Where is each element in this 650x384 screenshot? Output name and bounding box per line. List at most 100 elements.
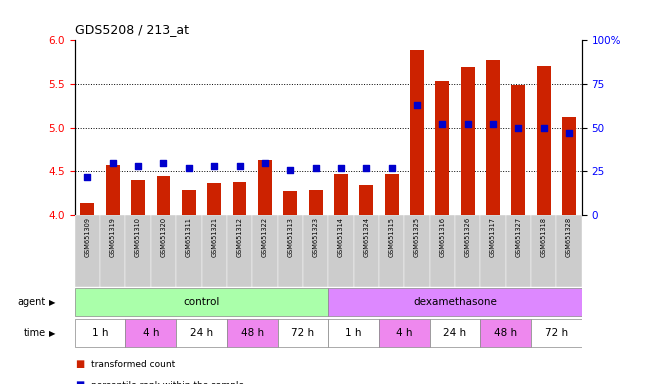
Point [183, 165, 194, 171]
Point [108, 160, 118, 166]
Text: GSM651312: GSM651312 [237, 217, 242, 257]
Point [386, 165, 396, 171]
Bar [385, 174, 398, 215]
Point [538, 124, 549, 131]
Text: GSM651311: GSM651311 [186, 217, 192, 257]
Text: GSM651327: GSM651327 [515, 217, 521, 257]
Text: agent: agent [18, 297, 46, 307]
Text: GSM651315: GSM651315 [389, 217, 395, 257]
Bar [176, 319, 227, 347]
Text: GSM651320: GSM651320 [161, 217, 166, 257]
Bar [556, 215, 582, 287]
Bar [379, 215, 404, 287]
Point [361, 165, 372, 171]
Text: 48 h: 48 h [240, 328, 264, 338]
Bar [75, 288, 328, 316]
Bar [227, 319, 278, 347]
Text: percentile rank within the sample: percentile rank within the sample [91, 381, 244, 384]
Text: GSM651318: GSM651318 [541, 217, 547, 257]
Text: 1 h: 1 h [92, 328, 109, 338]
Text: 24 h: 24 h [190, 328, 213, 338]
Text: control: control [183, 297, 220, 307]
Bar [125, 319, 176, 347]
Point [564, 130, 575, 136]
Point [133, 163, 143, 169]
Point [259, 160, 270, 166]
Point [82, 174, 93, 180]
Text: dexamethasone: dexamethasone [413, 297, 497, 307]
Bar [480, 319, 531, 347]
Text: GSM651310: GSM651310 [135, 217, 141, 257]
Text: GSM651328: GSM651328 [566, 217, 572, 257]
Text: ■: ■ [75, 380, 84, 384]
Text: GSM651313: GSM651313 [287, 217, 293, 257]
Text: GSM651323: GSM651323 [313, 217, 318, 257]
Text: GSM651319: GSM651319 [110, 217, 116, 257]
Point [488, 121, 499, 127]
Bar [278, 319, 328, 347]
Point [209, 163, 220, 169]
Text: 24 h: 24 h [443, 328, 467, 338]
Text: GSM651317: GSM651317 [490, 217, 496, 257]
Text: 4 h: 4 h [142, 328, 159, 338]
Bar [328, 288, 582, 316]
Bar [354, 215, 379, 287]
Text: GSM651326: GSM651326 [465, 217, 471, 257]
Point [285, 167, 295, 173]
Point [437, 121, 448, 127]
Bar [125, 215, 151, 287]
Bar [537, 66, 551, 215]
Point [463, 121, 473, 127]
Point [514, 124, 524, 131]
Bar [182, 190, 196, 215]
Bar [436, 81, 449, 215]
Text: 4 h: 4 h [396, 328, 413, 338]
Text: GSM651309: GSM651309 [84, 217, 90, 257]
Text: time: time [23, 328, 46, 338]
Text: ▶: ▶ [49, 329, 55, 338]
Bar [227, 215, 252, 287]
Text: GSM651324: GSM651324 [363, 217, 369, 257]
Bar [531, 215, 556, 287]
Bar [151, 215, 176, 287]
Point [311, 165, 321, 171]
Text: ■: ■ [75, 359, 84, 369]
Bar [328, 215, 354, 287]
Point [159, 160, 169, 166]
Text: ▶: ▶ [49, 298, 55, 307]
Bar [379, 319, 430, 347]
Bar [359, 185, 373, 215]
Bar [404, 215, 430, 287]
Bar [562, 117, 576, 215]
Bar [81, 203, 94, 215]
Bar [303, 215, 328, 287]
Bar [75, 319, 125, 347]
Bar [252, 215, 278, 287]
Bar [455, 215, 480, 287]
Point [235, 163, 245, 169]
Bar [334, 174, 348, 215]
Bar [486, 60, 500, 215]
Bar [410, 50, 424, 215]
Text: 72 h: 72 h [291, 328, 315, 338]
Bar [202, 215, 227, 287]
Text: 1 h: 1 h [345, 328, 362, 338]
Point [335, 165, 346, 171]
Bar [100, 215, 125, 287]
Bar [278, 215, 303, 287]
Text: GSM651321: GSM651321 [211, 217, 217, 257]
Bar [176, 215, 202, 287]
Bar [531, 319, 582, 347]
Bar [233, 182, 246, 215]
Bar [480, 215, 506, 287]
Bar [283, 192, 297, 215]
Bar [512, 85, 525, 215]
Text: GSM651325: GSM651325 [414, 217, 420, 257]
Text: GSM651314: GSM651314 [338, 217, 344, 257]
Bar [461, 68, 474, 215]
Bar [258, 160, 272, 215]
Text: GDS5208 / 213_at: GDS5208 / 213_at [75, 23, 188, 36]
Bar [328, 319, 379, 347]
Bar [207, 183, 221, 215]
Bar [106, 165, 120, 215]
